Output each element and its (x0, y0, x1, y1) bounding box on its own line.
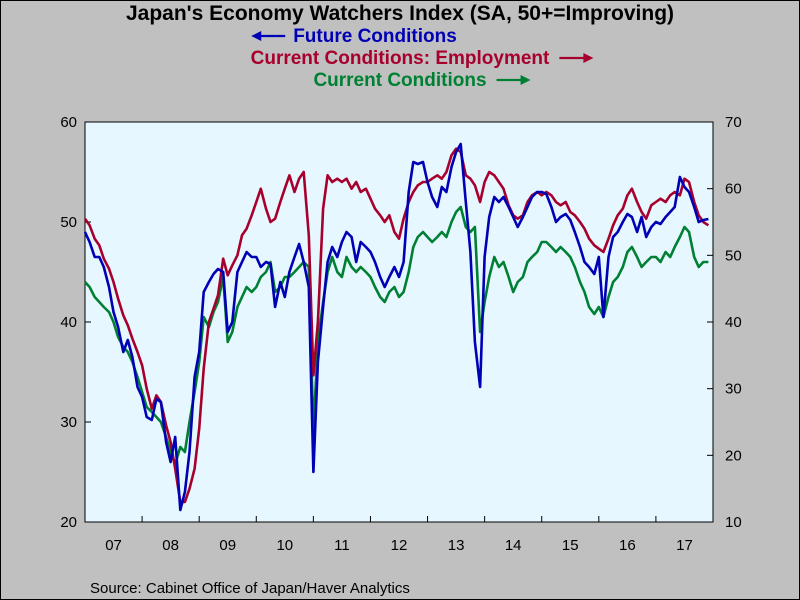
x-tick-label: 10 (276, 537, 293, 554)
left-tick-label: 40 (60, 314, 77, 331)
left-tick-label: 50 (60, 214, 77, 231)
right-tick-label: 50 (725, 247, 742, 264)
legend-label-2: Current Conditions (313, 70, 486, 91)
legend-label-1: Current Conditions: Employment (251, 48, 550, 69)
plot-area (84, 121, 714, 523)
x-axis: 07 08 09 10 11 12 13 14 15 16 17 (105, 516, 693, 554)
right-tick-label: 30 (725, 381, 742, 398)
chart-title: Japan's Economy Watchers Index (SA, 50+=… (126, 2, 674, 25)
series-layer (83, 142, 710, 512)
x-tick-label: 16 (619, 537, 636, 554)
legend-label-0: Future Conditions (293, 26, 457, 47)
x-tick-label: 13 (448, 537, 465, 554)
x-tick-label: 12 (391, 537, 408, 554)
source-note: Source: Cabinet Office of Japan/Haver An… (90, 580, 410, 597)
right-tick-label: 20 (725, 447, 742, 464)
series-line-1 (83, 147, 710, 504)
right-axis: 10 20 30 40 50 60 70 (707, 114, 742, 531)
legend-arrowhead-icon (583, 53, 594, 63)
right-tick-label: 70 (725, 114, 742, 131)
x-tick-label: 15 (562, 537, 579, 554)
left-tick-label: 30 (60, 414, 77, 431)
legend-arrowhead-icon (251, 31, 262, 41)
legend-arrowhead-icon (520, 75, 531, 85)
right-tick-label: 60 (725, 181, 742, 198)
left-tick-label: 60 (60, 114, 77, 131)
x-tick-label: 07 (105, 537, 122, 554)
x-tick-label: 17 (676, 537, 693, 554)
right-tick-label: 10 (725, 514, 742, 531)
x-tick-label: 09 (219, 537, 236, 554)
x-tick-label: 14 (505, 537, 522, 554)
right-tick-label: 40 (725, 314, 742, 331)
series-line-0 (83, 142, 709, 512)
x-tick-label: 08 (162, 537, 179, 554)
left-tick-label: 20 (60, 514, 77, 531)
x-tick-label: 11 (334, 537, 350, 554)
